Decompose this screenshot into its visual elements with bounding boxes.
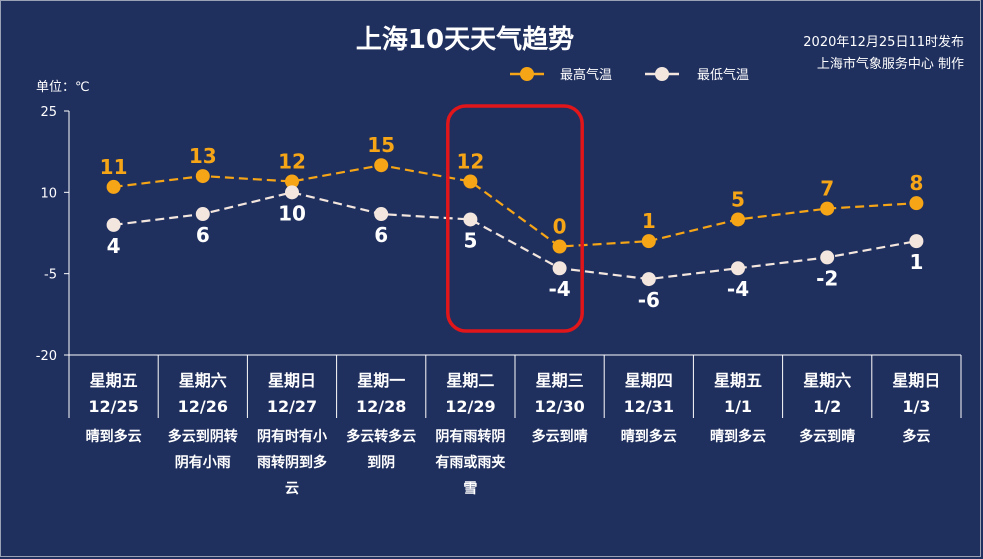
low-temp-label: -6 bbox=[638, 288, 660, 312]
weather-desc-label: 多云转多云 bbox=[346, 428, 416, 445]
weather-desc-label: 到阴 bbox=[367, 455, 395, 471]
weather-desc-label: 云 bbox=[285, 481, 299, 497]
highlight-box bbox=[446, 104, 584, 333]
high-temp-label: 5 bbox=[731, 187, 745, 211]
date-label: 1/3 bbox=[902, 397, 930, 416]
date-label: 12/25 bbox=[88, 397, 138, 416]
low-temp-label: 1 bbox=[909, 250, 923, 274]
low-temp-label: 4 bbox=[107, 234, 121, 258]
low-temp-label: 5 bbox=[463, 228, 477, 252]
y-tick-label: -5 bbox=[44, 268, 57, 283]
weekday-label: 星期一 bbox=[357, 371, 405, 390]
high-temp-point bbox=[731, 212, 745, 227]
weather-desc-label: 晴到多云 bbox=[710, 428, 766, 445]
high-temp-point bbox=[820, 201, 835, 216]
low-temp-label: 6 bbox=[196, 223, 210, 247]
weather-desc-label: 晴到多云 bbox=[621, 428, 677, 445]
unit-label: 单位：℃ bbox=[36, 80, 90, 95]
low-temp-line bbox=[113, 191, 917, 281]
high-temp-label: 7 bbox=[820, 177, 834, 201]
high-temp-point bbox=[641, 234, 656, 249]
high-temp-label: 13 bbox=[189, 144, 217, 168]
high-temp-label: 15 bbox=[367, 133, 395, 157]
y-tick-label: -20 bbox=[36, 349, 57, 364]
weather-desc-label: 雪 bbox=[463, 480, 477, 497]
weather-desc-label: 雨转阴到多 bbox=[257, 454, 327, 471]
date-label: 12/31 bbox=[624, 397, 674, 416]
high-temp-point bbox=[552, 239, 567, 254]
high-temp-label: 8 bbox=[909, 171, 923, 195]
weather-desc-label: 多云到阴转 bbox=[168, 428, 238, 445]
publish-time: 2020年12月25日11时发布 bbox=[803, 34, 964, 50]
weekday-label: 星期五 bbox=[90, 371, 138, 390]
series-points bbox=[106, 158, 924, 287]
weather-desc-label: 阴有小雨 bbox=[175, 454, 231, 471]
weather-desc-label: 阴有雨转阴 bbox=[435, 428, 505, 445]
low-temp-label: 10 bbox=[278, 201, 306, 225]
series-lines bbox=[113, 164, 917, 281]
date-label: 12/30 bbox=[534, 397, 584, 416]
weekday-label: 星期六 bbox=[179, 371, 227, 390]
low-temp-point bbox=[641, 272, 656, 287]
low-temp-point bbox=[909, 234, 924, 249]
high-temp-label: 1 bbox=[642, 209, 656, 233]
low-temp-label: -4 bbox=[727, 277, 749, 301]
weather-desc-label: 晴到多云 bbox=[86, 428, 142, 445]
date-label: 1/2 bbox=[813, 397, 841, 416]
date-label: 12/26 bbox=[178, 397, 228, 416]
high-temp-line bbox=[113, 164, 917, 248]
date-label: 1/1 bbox=[724, 397, 752, 416]
legend-high-marker bbox=[520, 67, 534, 81]
high-temp-point bbox=[909, 196, 924, 211]
low-temp-label: -2 bbox=[816, 266, 838, 290]
high-temp-label: 0 bbox=[553, 215, 567, 239]
weekday-label: 星期四 bbox=[625, 371, 673, 390]
high-temp-point bbox=[374, 158, 389, 173]
low-temp-point bbox=[285, 185, 299, 200]
weekday-label: 星期五 bbox=[714, 371, 762, 390]
weather-desc-label: 多云到晴 bbox=[799, 428, 855, 445]
weather-desc-label: 多云到晴 bbox=[532, 428, 588, 445]
weather-desc-label: 有雨或雨夹 bbox=[435, 454, 505, 471]
chart-title: 上海10天天气趋势 bbox=[356, 24, 574, 55]
weekday-label: 星期二 bbox=[446, 371, 494, 390]
low-temp-label: 6 bbox=[374, 223, 388, 247]
y-tick-label: 10 bbox=[40, 186, 57, 201]
y-tick-label: 25 bbox=[40, 105, 57, 120]
low-temp-point bbox=[106, 217, 121, 232]
high-temp-point bbox=[195, 169, 210, 184]
source-label: 上海市气象服务中心 制作 bbox=[817, 56, 964, 72]
low-temp-point bbox=[820, 250, 835, 265]
low-temp-point bbox=[552, 261, 567, 276]
high-temp-label: 12 bbox=[456, 149, 484, 173]
low-temp-point bbox=[374, 207, 389, 222]
low-temp-point bbox=[195, 207, 210, 222]
date-label: 12/27 bbox=[267, 397, 317, 416]
weekday-label: 星期日 bbox=[268, 371, 316, 390]
date-label: 12/28 bbox=[356, 397, 406, 416]
legend-high-label: 最高气温 bbox=[560, 67, 612, 83]
legend-low-label: 最低气温 bbox=[697, 67, 749, 83]
high-temp-point bbox=[285, 174, 299, 189]
high-temp-label: 11 bbox=[100, 155, 128, 179]
weather-desc-label: 多云 bbox=[902, 428, 930, 445]
weekday-label: 星期三 bbox=[536, 371, 584, 390]
legend-low-marker bbox=[655, 67, 669, 81]
date-label: 12/29 bbox=[445, 397, 495, 416]
weekday-label: 星期日 bbox=[892, 371, 940, 390]
high-temp-point bbox=[463, 174, 478, 189]
legend: 最高气温 最低气温 bbox=[510, 67, 749, 83]
low-temp-point bbox=[731, 261, 745, 276]
weather-desc-label: 阴有时有小 bbox=[257, 428, 327, 445]
high-temp-label: 12 bbox=[278, 149, 306, 173]
high-temp-point bbox=[106, 179, 121, 194]
low-temp-label: -4 bbox=[548, 277, 570, 301]
low-temp-point bbox=[463, 212, 478, 227]
weekday-label: 星期六 bbox=[803, 371, 851, 390]
